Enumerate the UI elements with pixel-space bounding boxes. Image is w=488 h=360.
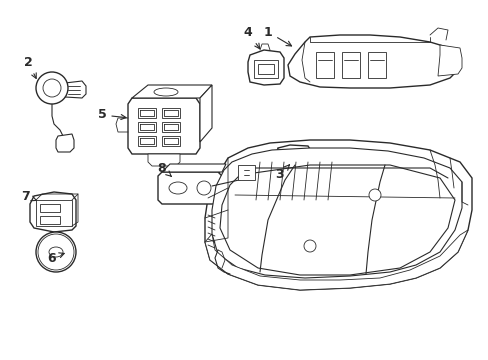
Bar (40, 204, 60, 212)
Circle shape (36, 72, 68, 104)
Polygon shape (287, 35, 459, 88)
Circle shape (368, 189, 380, 201)
Polygon shape (128, 98, 200, 154)
Circle shape (197, 181, 210, 195)
Ellipse shape (49, 247, 63, 257)
Polygon shape (148, 154, 180, 166)
Polygon shape (220, 165, 454, 275)
Text: 5: 5 (98, 108, 126, 122)
Polygon shape (30, 192, 76, 232)
Bar (138, 108, 156, 118)
Polygon shape (282, 152, 305, 172)
Polygon shape (36, 200, 72, 226)
Bar (138, 122, 156, 132)
Polygon shape (132, 85, 212, 98)
Polygon shape (238, 165, 254, 180)
Polygon shape (212, 148, 461, 278)
Text: 8: 8 (157, 162, 171, 176)
Polygon shape (162, 164, 225, 172)
Circle shape (43, 79, 61, 97)
Polygon shape (56, 134, 74, 152)
Text: 4: 4 (243, 26, 259, 49)
Circle shape (38, 234, 74, 270)
Bar (162, 108, 180, 118)
Bar (258, 64, 273, 74)
Text: 6: 6 (48, 252, 64, 265)
Circle shape (44, 240, 68, 264)
Polygon shape (204, 230, 467, 290)
Polygon shape (341, 52, 359, 78)
Polygon shape (315, 52, 333, 78)
Polygon shape (437, 45, 461, 76)
Circle shape (36, 232, 76, 272)
Polygon shape (158, 172, 222, 204)
Polygon shape (200, 85, 212, 142)
Circle shape (304, 240, 315, 252)
Polygon shape (275, 145, 311, 178)
Polygon shape (247, 50, 284, 85)
Ellipse shape (169, 182, 186, 194)
Text: 1: 1 (263, 26, 291, 46)
Polygon shape (204, 140, 471, 290)
Polygon shape (367, 52, 385, 78)
Bar (138, 136, 156, 146)
Polygon shape (65, 81, 86, 98)
Bar (162, 122, 180, 132)
Polygon shape (253, 60, 278, 78)
Text: 2: 2 (23, 55, 36, 78)
Text: 3: 3 (275, 165, 289, 181)
Bar (40, 216, 60, 224)
Bar (285, 156, 302, 168)
Text: 7: 7 (21, 189, 36, 202)
Ellipse shape (154, 88, 178, 96)
Bar (162, 136, 180, 146)
